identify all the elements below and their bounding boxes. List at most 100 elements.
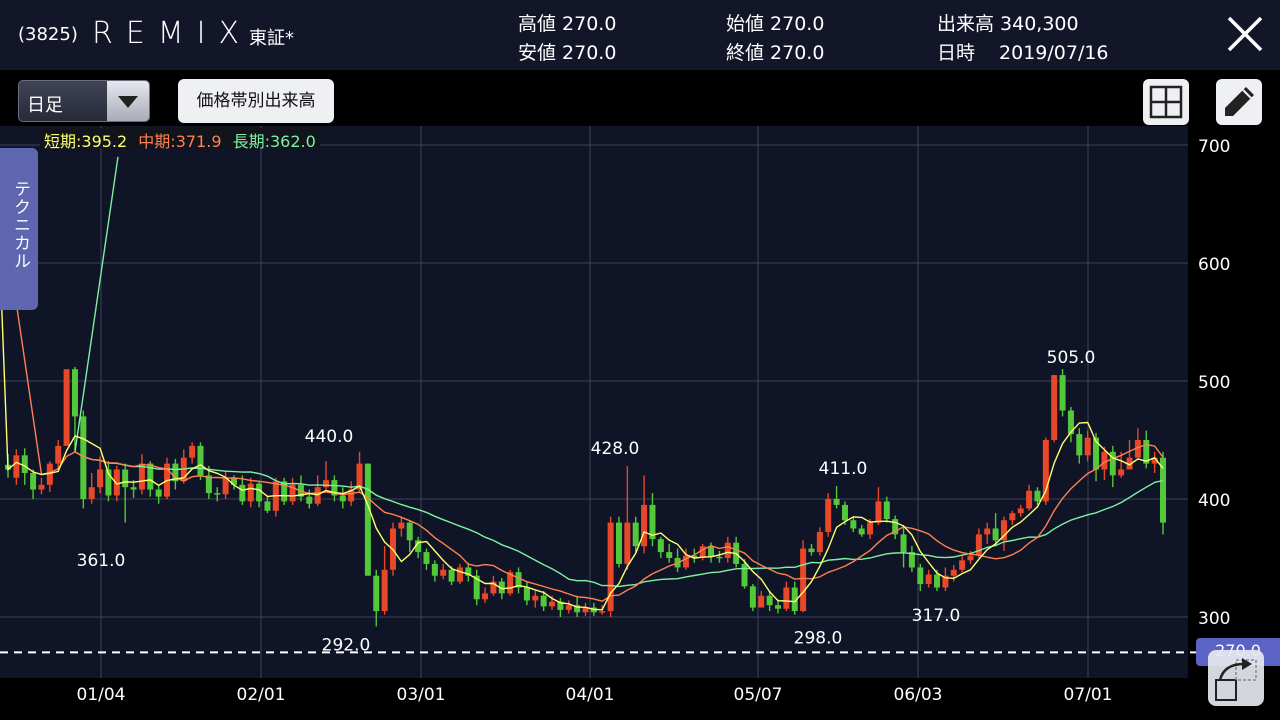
candle-body (423, 552, 430, 564)
candle-body (908, 552, 915, 568)
period-select[interactable]: 日足 (18, 80, 150, 122)
candle-body (105, 469, 112, 496)
candle-body (55, 445, 62, 464)
candle-body (339, 495, 346, 502)
period-select-value: 日足 (27, 95, 63, 116)
candle-body (775, 605, 781, 609)
candlestick-chart[interactable]: 700 600 500 400 300 01/04 02/01 03/01 04/01 05/07… (0, 126, 1280, 720)
candle-body (607, 522, 614, 612)
candle-body (138, 463, 145, 490)
price-annotation: 440.0 (305, 427, 354, 447)
candle-body (63, 369, 70, 446)
candle-body (71, 369, 78, 417)
price-annotation: 292.0 (322, 635, 371, 655)
x-tick-label: 06/03 (894, 685, 943, 705)
x-tick-label: 02/01 (237, 685, 286, 705)
technical-tab[interactable]: テクニカル (0, 148, 38, 310)
candle-body (582, 607, 589, 613)
candle-body (515, 572, 522, 588)
x-tick-label: 07/01 (1064, 685, 1113, 705)
candle-body (699, 546, 706, 558)
candle-body (214, 493, 221, 495)
candle-body (758, 595, 765, 608)
ma-long-line (74, 156, 1164, 588)
candle-body (867, 522, 874, 535)
candle-body (624, 522, 631, 564)
stock-name: REMIX (92, 16, 253, 51)
candle-body (984, 528, 991, 535)
candle-body (373, 575, 380, 612)
candle-body (708, 546, 715, 557)
candle-body (256, 483, 263, 502)
candle-body (348, 489, 355, 502)
candle-body (967, 555, 974, 561)
candle-body (456, 567, 463, 582)
candle-body (239, 484, 246, 502)
candle-body (147, 463, 154, 490)
candle-body (1118, 469, 1125, 476)
candle-body (247, 483, 254, 502)
candle-body (875, 501, 882, 523)
candle-body (155, 489, 162, 497)
volume-by-price-button[interactable]: 価格帯別出来高 (178, 79, 334, 123)
candle-body (632, 522, 639, 547)
candle-body (532, 595, 539, 601)
candle-body (507, 572, 514, 594)
price-annotation: 411.0 (819, 459, 868, 479)
candle-body (38, 484, 45, 490)
candle-body (892, 519, 899, 535)
candle-body (900, 534, 907, 553)
price-annotation: 298.0 (794, 628, 843, 648)
candle-body (1109, 451, 1116, 476)
stat-low: 安値 270.0 (518, 42, 617, 64)
candle-body (306, 496, 313, 504)
technical-tab-label: テクニカル (10, 180, 30, 270)
candle-body (850, 520, 857, 529)
price-annotation: 317.0 (912, 606, 961, 626)
candle-body (381, 569, 388, 612)
candle-body (682, 555, 689, 568)
candle-body (1042, 440, 1049, 502)
candle-body (46, 463, 53, 485)
stat-date: 日時 2019/07/16 (937, 42, 1109, 64)
candle-body (724, 542, 731, 558)
candle-body (992, 528, 999, 541)
draw-button[interactable] (1216, 79, 1262, 125)
candle-body (197, 445, 204, 476)
candle-body (540, 595, 547, 607)
candle-body (942, 575, 949, 588)
fullscreen-toggle-button[interactable] (1208, 650, 1264, 706)
candle-body (122, 469, 129, 488)
candle-body (323, 480, 330, 488)
candle-body (222, 477, 229, 495)
candle-body (1134, 440, 1141, 458)
candle-body (783, 587, 790, 609)
layout-grid-button[interactable] (1143, 79, 1189, 125)
candle-body (749, 586, 756, 608)
candle-body (666, 552, 673, 558)
plot-area (0, 126, 1188, 678)
stock-code: (3825) (18, 24, 78, 45)
candle-body (1093, 437, 1100, 470)
candle-body (1160, 457, 1166, 523)
candle-body (599, 611, 606, 613)
y-tick-label: 300 (1198, 609, 1230, 629)
ma-long-label: 長期:362.0 (232, 132, 316, 151)
candle-body (800, 548, 807, 612)
stat-open: 始値 270.0 (726, 13, 825, 35)
x-tick-label: 03/01 (397, 685, 446, 705)
candle-body (281, 481, 288, 502)
market-label: 東証* (249, 28, 294, 49)
candle-body (858, 528, 865, 535)
dropdown-arrow[interactable] (107, 81, 149, 121)
ma-mid-line (0, 192, 1164, 602)
candle-body (21, 455, 28, 474)
top-bar: (3825) REMIX 東証* 高値 270.0 安値 270.0 始値 270.0… (0, 0, 1280, 70)
x-tick-label: 05/07 (734, 685, 783, 705)
candle-body (825, 499, 832, 533)
candle-body (465, 567, 472, 576)
candle-body (766, 595, 773, 606)
close-button[interactable] (1225, 14, 1265, 54)
candle-body (950, 569, 957, 576)
candle-body (97, 469, 104, 488)
